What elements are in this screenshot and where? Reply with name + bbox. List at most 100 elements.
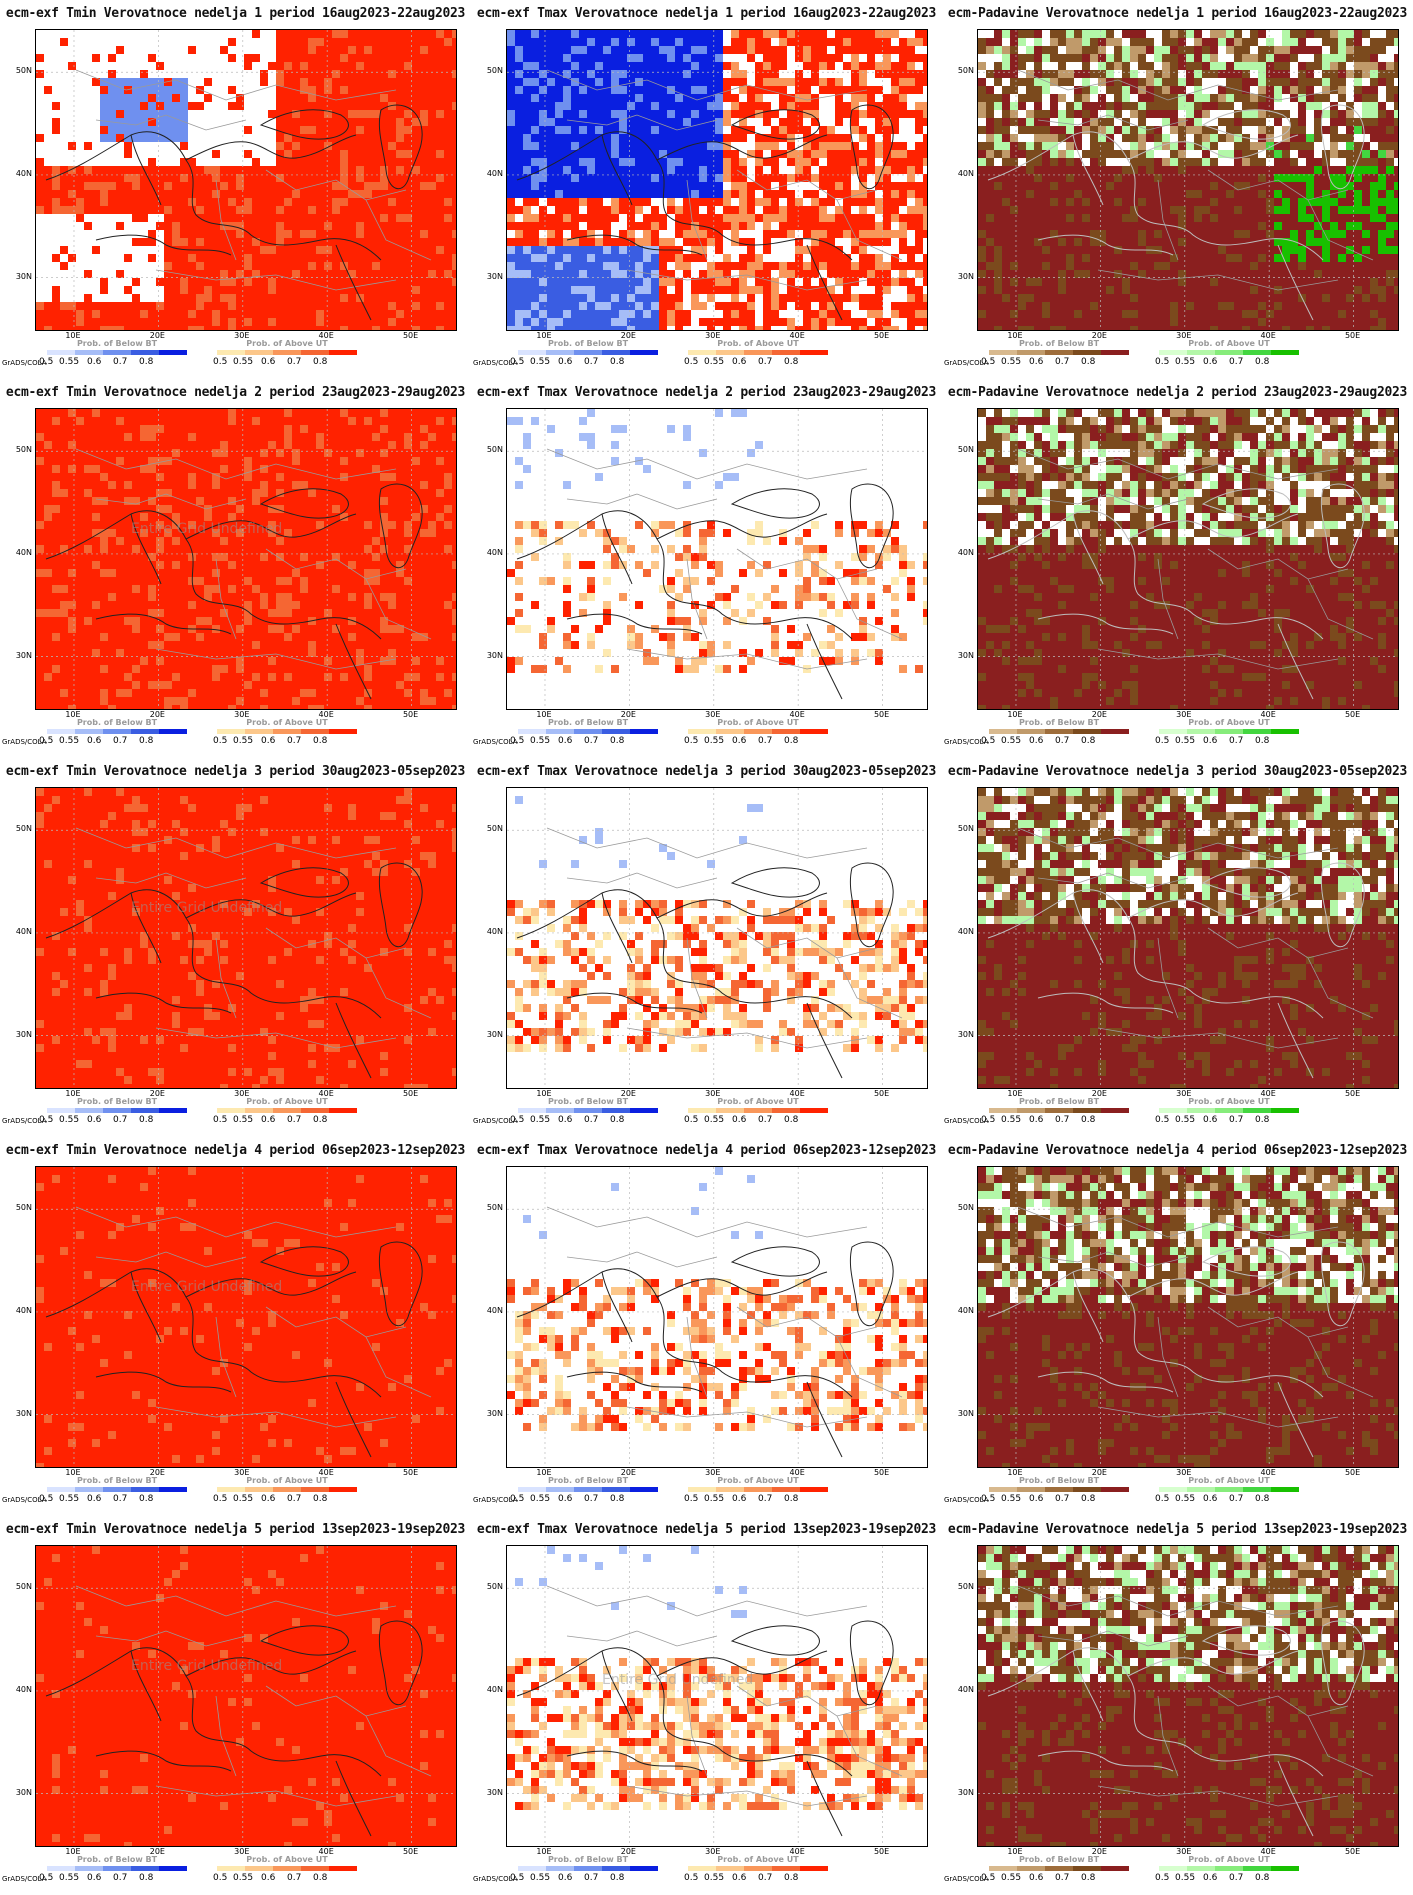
above-colorbar [1159,1487,1299,1492]
colorbar-tick-label: 0.55 [1001,357,1022,367]
latitude-label: 40N [15,1684,32,1694]
colorbar-tick-label: 0.55 [233,357,254,367]
latitude-label: 30N [486,1029,503,1039]
coastlines [45,104,423,321]
country-borders [1017,1206,1374,1428]
latitude-label: 30N [957,650,974,660]
longitude-label: 40E [789,331,805,340]
country-borders [75,1585,432,1807]
colorbar-tick-label: 0.5 [684,357,699,367]
colorbar-tick-label: 0.5 [510,1115,525,1125]
map-panel-tmax-week-2: ecm-exf Tmax Verovatnoce nedelja 2 perio… [471,379,942,758]
graticule [36,788,456,1088]
colorbar-tick-label: 0.6 [261,357,276,367]
latitude-label: 50N [486,445,503,455]
colorbar-tick-label: 0.6 [87,736,102,746]
longitude-label: 10E [536,1089,552,1098]
longitude-label: 30E [234,1847,250,1856]
colorbar-tick-label: 0.5 [684,1873,699,1883]
probability-field [978,1167,1398,1467]
country-borders [546,69,903,291]
above-colorbar [688,1108,828,1113]
above-colorbar [217,1866,357,1871]
panel-title: ecm-exf Tmin Verovatnoce nedelja 5 perio… [5,1522,466,1537]
longitude-label: 20E [1091,1847,1107,1856]
colorbar-tick-label: 0.5 [981,1873,996,1883]
colorbar-tick-label: 0.7 [1055,357,1070,367]
latitude-label: 50N [15,1582,32,1592]
latitude-label: 40N [15,1305,32,1315]
latitude-label: 50N [486,1203,503,1213]
colorbar-tick-label: 0.55 [233,736,254,746]
probability-map [507,1167,927,1467]
latitude-label: 50N [957,445,974,455]
map-panel-tmin-week-2: ecm-exf Tmin Verovatnoce nedelja 2 perio… [0,379,471,758]
below-colorbar [518,729,658,734]
below-colorbar [518,1108,658,1113]
probability-field [978,1546,1398,1846]
longitude-label: 30E [234,1089,250,1098]
longitude-label: 20E [149,1468,165,1477]
map-plot-area [506,787,928,1089]
colorbar-tick-label: 0.7 [287,1115,302,1125]
longitude-label: 10E [1007,710,1023,719]
panel-title: ecm-exf Tmax Verovatnoce nedelja 3 perio… [476,764,937,779]
colorbar-tick-label: 0.7 [758,736,773,746]
coastlines [45,1241,423,1458]
map-plot-area [506,1166,928,1468]
latitude-label: 40N [957,1305,974,1315]
colorbar-tick-label: 0.8 [313,1494,328,1504]
latitude-label: 30N [15,271,32,281]
longitude-label: 20E [1091,1089,1107,1098]
panel-title: ecm-exf Tmax Verovatnoce nedelja 5 perio… [476,1522,937,1537]
below-colorbar [989,1487,1129,1492]
colorbar-tick-label: 0.7 [584,1115,599,1125]
above-legend-title: Prob. of Above UT [717,1097,799,1106]
longitude-label: 10E [65,331,81,340]
longitude-label: 50E [1344,1089,1361,1098]
latitude-label: 50N [957,824,974,834]
above-legend-title: Prob. of Above UT [1188,1855,1270,1864]
coastlines [516,862,894,1079]
map-panel-padavine-week-1: ecm-Padavine Verovatnoce nedelja 1 perio… [942,0,1413,379]
latitude-label: 30N [486,650,503,660]
graticule [978,409,1398,709]
undefined-grid-watermark: Entire Grid Undefined [131,1279,283,1295]
colorbar-tick-label: 0.55 [59,1115,80,1125]
longitude-label: 40E [1260,331,1276,340]
graticule [507,788,927,1088]
colorbar-tick-label: 0.6 [732,1873,747,1883]
colorbar-tick-label: 0.8 [313,357,328,367]
colorbar-tick-label: 0.7 [113,736,128,746]
colorbar-tick-label: 0.5 [213,1494,228,1504]
colorbar-tick-label: 0.7 [1229,1873,1244,1883]
latitude-label: 50N [957,66,974,76]
colorbar-tick-label: 0.55 [1001,1494,1022,1504]
colorbar-tick-label: 0.8 [1255,357,1270,367]
colorbar-tick-label: 0.6 [1203,736,1218,746]
coastlines [987,862,1365,1079]
below-colorbar [47,1487,187,1492]
longitude-label: 30E [705,710,721,719]
above-legend-title: Prob. of Above UT [246,718,328,727]
grads-credit: GrADS/COLA [2,359,47,367]
colorbar-tick-label: 0.7 [584,357,599,367]
longitude-label: 20E [1091,1468,1107,1477]
below-legend-title: Prob. of Below BT [547,718,629,727]
map-plot-area: Entire Grid Undefined [35,1545,457,1847]
probability-field [978,30,1398,330]
latitude-label: 50N [486,1582,503,1592]
longitude-label: 50E [402,331,419,340]
probability-map [36,30,456,330]
latitude-label: 40N [15,547,32,557]
probability-field [507,1167,927,1431]
latitude-label: 30N [957,1029,974,1039]
colorbar-tick-label: 0.7 [1229,1494,1244,1504]
longitude-label: 10E [1007,1468,1023,1477]
coastlines [987,1620,1365,1837]
colorbar-tick-label: 0.6 [1203,1873,1218,1883]
colorbar-tick-label: 0.6 [558,1494,573,1504]
colorbar-tick-label: 0.5 [684,736,699,746]
colorbar-tick-label: 0.6 [1029,1873,1044,1883]
longitude-label: 50E [1344,1468,1361,1477]
